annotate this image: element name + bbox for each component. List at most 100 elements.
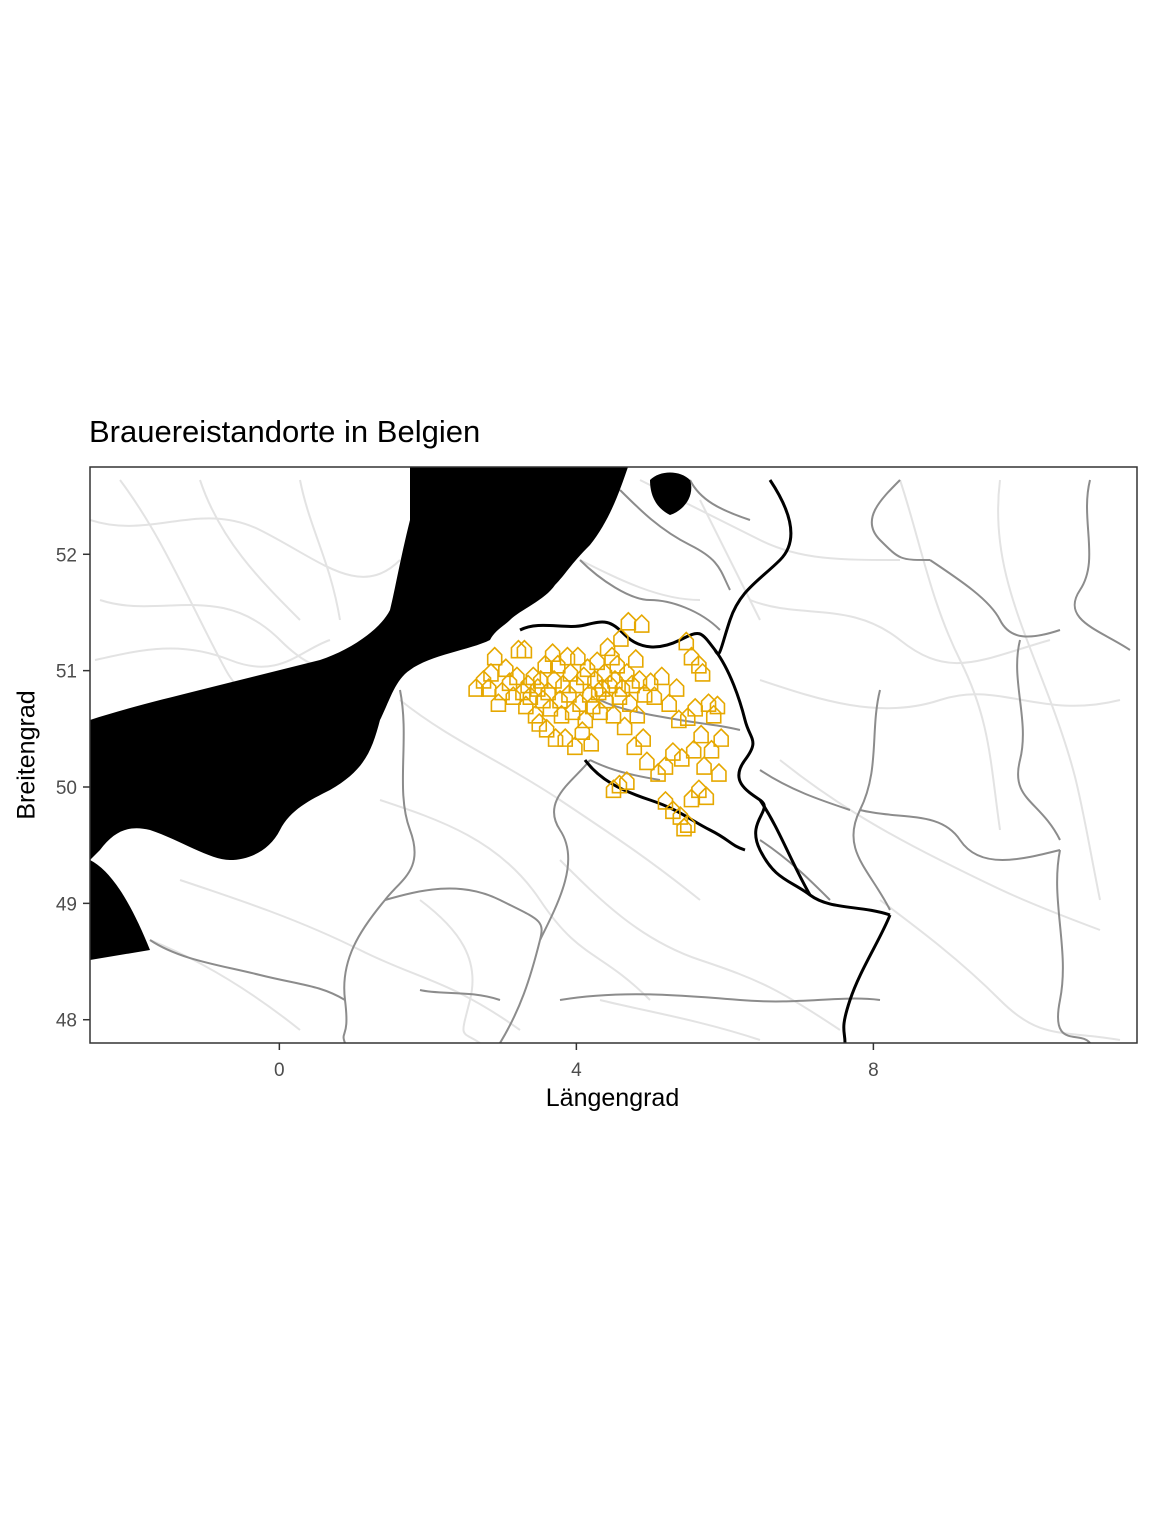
road-line	[599, 999, 761, 1041]
brewery-marker-house-icon	[635, 727, 652, 747]
regional-border	[1073, 479, 1131, 651]
brewery-marker-house-icon	[611, 774, 628, 794]
brewery-marker-house-icon	[696, 755, 712, 775]
road-line	[94, 639, 331, 668]
brewery-marker-house-icon	[633, 613, 650, 633]
brewery-marker-house-icon	[624, 674, 640, 694]
regional-border	[599, 699, 741, 731]
brewery-marker-house-icon	[620, 611, 637, 631]
brewery-marker-house-icon	[535, 689, 551, 709]
brewery-marker-house-icon	[646, 686, 663, 706]
brewery-marker-house-icon	[596, 662, 613, 682]
regional-border	[589, 759, 661, 781]
road-line	[779, 759, 1101, 931]
brewery-marker-house-icon	[522, 686, 539, 706]
brewery-marker-house-icon	[468, 677, 484, 697]
regional-border	[559, 993, 881, 1003]
brewery-marker-house-icon	[713, 727, 729, 747]
y-tick-label: 51	[56, 662, 77, 683]
brewery-marker-house-icon	[594, 677, 611, 697]
brewery-markers	[468, 611, 729, 837]
brewery-marker-house-icon	[544, 643, 561, 662]
regional-border	[384, 689, 416, 901]
regional-border	[929, 559, 1061, 638]
brewery-marker-house-icon	[555, 674, 571, 694]
y-tick-label: 52	[56, 545, 77, 566]
road-line	[379, 799, 651, 1001]
x-axis-title: Längengrad	[545, 1084, 680, 1112]
brewery-marker-house-icon	[683, 646, 700, 666]
brewery-marker-house-icon	[546, 669, 562, 689]
regional-border	[619, 489, 731, 591]
brewery-marker-house-icon	[616, 716, 633, 736]
brewery-marker-house-icon	[674, 747, 690, 767]
regional-border	[1056, 849, 1091, 1043]
brewery-marker-house-icon	[691, 654, 707, 674]
brewery-marker-house-icon	[665, 800, 681, 820]
regional-borders	[149, 479, 1131, 1043]
brewery-marker-house-icon	[661, 693, 677, 713]
regional-border	[579, 559, 721, 631]
brewery-marker-house-icon	[579, 658, 596, 678]
brewery-marker-house-icon	[703, 739, 720, 759]
brewery-marker-house-icon	[679, 707, 696, 726]
national-border-luxembourg	[758, 799, 812, 896]
road-line	[879, 899, 1121, 1041]
brewery-marker-house-icon	[700, 693, 717, 713]
ijsselmeer	[650, 472, 692, 515]
brewery-marker-house-icon	[583, 732, 600, 752]
brewery-marker-house-icon	[687, 697, 703, 717]
x-tick-label: 8	[868, 1060, 879, 1081]
brewery-marker-house-icon	[653, 666, 670, 686]
brewery-marker-house-icon	[705, 704, 722, 724]
road-network	[90, 479, 1121, 1043]
bay-of-biscay-edge	[90, 860, 150, 960]
road-line	[749, 599, 1051, 665]
brewery-marker-house-icon	[711, 762, 727, 782]
brewery-marker-house-icon	[531, 712, 548, 732]
y-tick-label: 49	[56, 894, 77, 915]
brewery-marker-house-icon	[557, 727, 574, 747]
brewery-marker-house-icon	[550, 654, 566, 674]
regional-border	[419, 989, 501, 1001]
brewery-marker-house-icon	[480, 677, 497, 697]
brewery-marker-house-icon	[622, 693, 638, 713]
road-line	[699, 499, 761, 621]
regional-border	[149, 939, 346, 1001]
road-line	[90, 517, 401, 578]
brewery-marker-house-icon	[693, 724, 709, 744]
brewery-marker-house-icon	[505, 686, 522, 706]
chart-title: Brauereistandorte in Belgien	[89, 414, 481, 449]
brewery-marker-house-icon	[676, 817, 692, 837]
brewery-marker-house-icon	[683, 788, 700, 808]
road-line	[899, 479, 1001, 831]
brewery-marker-house-icon	[611, 686, 628, 706]
x-tick-label: 4	[571, 1060, 582, 1081]
brewery-marker-house-icon	[568, 674, 585, 694]
road-line	[199, 479, 301, 621]
panel-border	[89, 466, 1138, 1044]
brewery-marker-house-icon	[529, 677, 546, 697]
road-line	[179, 879, 521, 1031]
brewery-marker-house-icon	[490, 693, 507, 713]
regional-border	[1016, 639, 1061, 841]
basemap-layer	[90, 467, 1131, 1043]
brewery-marker-house-icon	[619, 771, 635, 790]
x-tick-label: 0	[274, 1060, 285, 1081]
road-line	[997, 479, 1101, 901]
regional-border	[539, 759, 591, 941]
regional-border	[689, 479, 751, 521]
brewery-marker-house-icon	[562, 662, 579, 682]
brewery-marker-house-icon	[538, 718, 555, 738]
brewery-marker-house-icon	[532, 669, 549, 689]
brewery-marker-house-icon	[605, 779, 622, 799]
english-channel-north-sea	[90, 467, 628, 860]
regional-border	[759, 769, 851, 811]
brewery-marker-house-icon	[672, 805, 689, 825]
brewery-marker-house-icon	[694, 662, 711, 682]
brewery-marker-house-icon	[525, 666, 542, 686]
brewery-marker-house-icon	[515, 681, 531, 701]
y-tick-label: 50	[56, 778, 77, 799]
road-line	[149, 939, 301, 1031]
